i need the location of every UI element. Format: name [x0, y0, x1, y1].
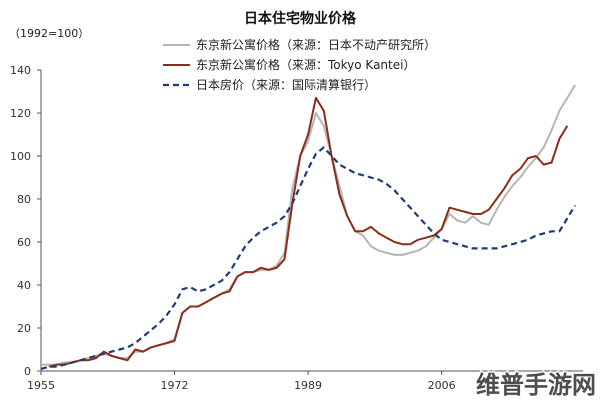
y-tick-label: 140 — [10, 64, 31, 77]
x-tick-label: 1989 — [294, 379, 322, 392]
x-tick-label: 2006 — [428, 379, 456, 392]
legend-item-3: 日本房价（来源：国际清算银行） — [163, 77, 376, 92]
x-tick-label: 1955 — [27, 379, 55, 392]
series-lines — [40, 84, 577, 370]
legend-item-1: 东京新公寓价格（来源：日本不动产研究所） — [163, 37, 436, 52]
y-tick-label: 60 — [17, 236, 31, 249]
series-line-1 — [41, 84, 576, 366]
y-tick-label: 80 — [17, 193, 31, 206]
watermark: 维普手游网 — [476, 371, 596, 399]
y-ticks: 0 20 40 60 80 100 120 140 — [10, 64, 41, 378]
y-tick-label: 20 — [17, 322, 31, 335]
legend-item-2: 东京新公寓价格（来源：Tokyo Kantei） — [163, 57, 415, 72]
series-line-3 — [40, 146, 577, 370]
unit-note: （1992=100） — [9, 27, 89, 40]
y-tick-label: 0 — [24, 365, 31, 378]
y-tick-label: 40 — [17, 279, 31, 292]
series-line-2 — [48, 96, 569, 368]
plot-area: 0 20 40 60 80 100 120 140 1955 1972 1989 2006 — [10, 64, 583, 392]
x-tick-label: 1972 — [161, 379, 189, 392]
y-tick-label: 100 — [10, 150, 31, 163]
legend-label-3: 日本房价（来源：国际清算银行） — [196, 77, 376, 92]
legend-label-2: 东京新公寓价格（来源：Tokyo Kantei） — [196, 57, 415, 72]
y-tick-label: 120 — [10, 107, 31, 120]
x-ticks: 1955 1972 1989 2006 — [27, 371, 456, 392]
legend: 东京新公寓价格（来源：日本不动产研究所） 东京新公寓价格（来源：Tokyo Ka… — [163, 37, 436, 92]
chart-title: 日本住宅物业价格 — [244, 10, 357, 27]
legend-label-1: 东京新公寓价格（来源：日本不动产研究所） — [196, 37, 436, 52]
